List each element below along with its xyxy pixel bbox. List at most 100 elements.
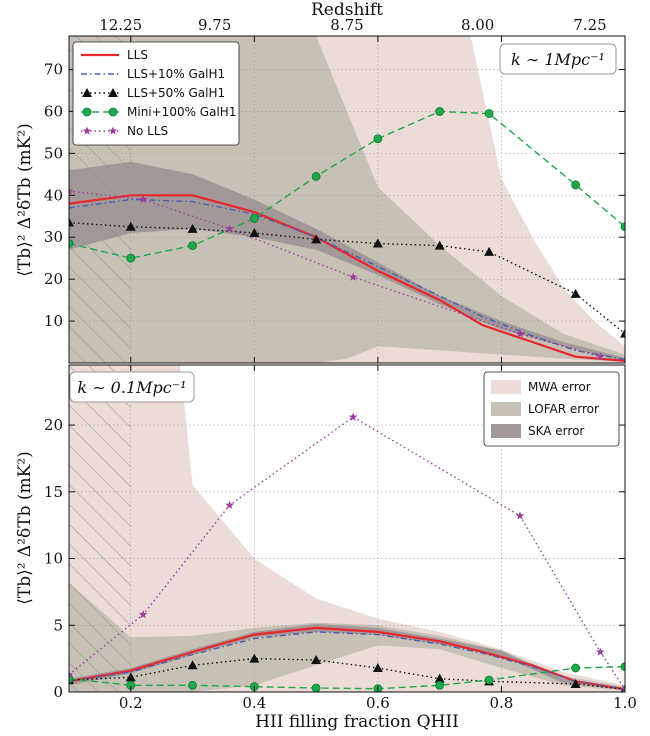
redshift-tick-label: 7.25: [573, 16, 606, 34]
top-point-lls-50-galh1: [311, 234, 322, 244]
bottom-hatched-region: [69, 365, 131, 692]
bottom-point-mini-100-galh1: [571, 663, 580, 673]
bottom-y-tick-label: 15: [44, 483, 63, 501]
top-point-lls-50-galh1: [484, 246, 495, 256]
bottom-point-no-lls: [515, 511, 525, 520]
redshift-tick-label: 12.25: [99, 16, 142, 34]
bottom-point-no-lls: [596, 647, 605, 656]
x-axis-title: HII filling fraction QHII: [255, 712, 459, 732]
legend-swatch-ska-error: [491, 424, 521, 438]
bottom-point-lls-50-galh1: [434, 673, 445, 683]
top-point-no-lls: [138, 195, 148, 204]
top-band-ska-error: [69, 161, 625, 362]
top-line-lls: [69, 194, 625, 362]
top-point-lls-50-galh1: [372, 238, 383, 248]
top-frame: [68, 35, 626, 364]
x-tick-label: 1.0: [613, 694, 637, 712]
bottom-point-lls-50-galh1: [570, 678, 581, 688]
bottom-point-lls-50-galh1: [187, 660, 198, 670]
bottom-point-no-lls: [348, 412, 358, 421]
bottom-band-ska-error: [69, 623, 625, 690]
legend-swatch-mwa-error: [491, 380, 521, 394]
legend-marker-lls-50-galh1: [108, 88, 118, 97]
bottom-band-lofar-error: [69, 582, 625, 692]
bottom-point-no-lls: [138, 610, 148, 619]
bottom-series: [69, 412, 625, 692]
top-point-mini-100-galh1: [249, 213, 259, 223]
top-point-no-lls: [515, 329, 525, 338]
redshift-tick-label: 8.75: [330, 16, 363, 34]
bottom-point-lls-50-galh1: [372, 662, 383, 672]
top-point-lls-50-galh1: [434, 240, 445, 250]
top-panel-y-axis-title: ⟨Tb⟩² Δ²δTb (mK²): [15, 123, 35, 277]
redshift-tick-label: 9.75: [198, 16, 231, 34]
top-point-no-lls: [348, 272, 358, 281]
bottom-k-annotation: k ∼ 0.1Mpc⁻¹: [77, 378, 186, 397]
legend-marker-mini-100-galh1: [108, 107, 118, 117]
legend-label-ska-error: SKA error: [528, 424, 584, 438]
legend-marker-no-lls: [82, 126, 92, 135]
x-tick-label: 0.4: [242, 694, 266, 712]
bottom-point-no-lls: [69, 670, 74, 679]
legend-label-lls-50-galh1: LLS+50% GalH1: [127, 86, 225, 100]
top-point-mini-100-galh1: [484, 109, 494, 118]
bottom-point-lls-50-galh1: [311, 654, 322, 664]
bottom-point-mini-100-galh1: [620, 662, 625, 672]
top-point-mini-100-galh1: [126, 253, 136, 263]
top-point-mini-100-galh1: [620, 222, 625, 232]
bottom-y-tick-label: 0: [53, 683, 63, 701]
top-axis-title: Redshift: [311, 0, 383, 20]
bottom-y-tick-label: 5: [53, 616, 63, 634]
x-tick-label: 0.8: [490, 694, 514, 712]
bottom-point-mini-100-galh1: [484, 675, 494, 685]
bottom-point-no-lls: [225, 500, 234, 509]
top-point-mini-100-galh1: [188, 241, 197, 251]
bottom-line-lls-50-galh1: [69, 657, 625, 690]
top-y-tick-label: 30: [44, 228, 63, 246]
bottom-point-mini-100-galh1: [188, 680, 197, 690]
top-point-no-lls: [69, 186, 74, 195]
bottom-line-lls: [69, 626, 625, 691]
top-series: [69, 107, 625, 362]
bottom-point-mini-100-galh1: [435, 680, 445, 690]
top-legend-box: [72, 41, 240, 146]
top-line-lls-50-galh1: [69, 221, 625, 335]
bottom-panel-y-axis-title: ⟨Tb⟩² Δ²δTb (mK²): [15, 451, 35, 605]
bottom-frame: [68, 364, 626, 693]
bottom-y-tick-label: 20: [44, 416, 63, 434]
top-point-mini-100-galh1: [571, 180, 580, 190]
top-k-annotation: k ∼ 1Mpc⁻¹: [511, 50, 605, 69]
top-point-lls-50-galh1: [570, 288, 581, 298]
top-y-tick-label: 20: [44, 270, 63, 288]
bottom-point-mini-100-galh1: [311, 683, 321, 692]
top-point-no-lls: [596, 352, 605, 361]
legend-label-lofar-error: LOFAR error: [528, 402, 599, 416]
top-point-lls-50-galh1: [125, 221, 136, 231]
top-y-tick-label: 50: [44, 144, 63, 162]
legend-label-lls: LLS: [127, 48, 148, 62]
top-k-annotation-box: [499, 43, 617, 75]
top-point-mini-100-galh1: [311, 172, 321, 181]
legend-label-mwa-error: MWA error: [528, 380, 591, 394]
bottom-point-no-lls: [620, 684, 625, 692]
x-tick-label: 0.6: [366, 694, 390, 712]
top-y-tick-label: 40: [44, 186, 63, 204]
bottom-point-lls-50-galh1: [125, 672, 136, 682]
bottom-k-annotation-box: [69, 371, 195, 403]
top-point-mini-100-galh1: [69, 239, 74, 248]
legend-swatch-lofar-error: [491, 402, 521, 416]
bottom-band-mwa-error: [69, 365, 625, 692]
top-point-mini-100-galh1: [373, 134, 383, 144]
bottom-error-bands: [69, 365, 625, 692]
top-y-tick-label: 70: [44, 61, 63, 79]
legend-label-no-lls: No LLS: [127, 124, 168, 138]
top-point-no-lls: [225, 224, 234, 233]
top-y-tick-label: 10: [44, 312, 63, 330]
bottom-y-tick-label: 10: [44, 550, 63, 568]
legend-label-lls-10-galh1: LLS+10% GalH1: [127, 67, 225, 81]
top-point-lls-50-galh1: [249, 228, 260, 238]
legend-label-mini-100-galh1: Mini+100% GalH1: [127, 105, 236, 119]
top-point-lls-50-galh1: [187, 223, 198, 233]
top-y-tick-label: 60: [44, 102, 63, 120]
top-line-lls-10-galh1: [69, 198, 625, 361]
